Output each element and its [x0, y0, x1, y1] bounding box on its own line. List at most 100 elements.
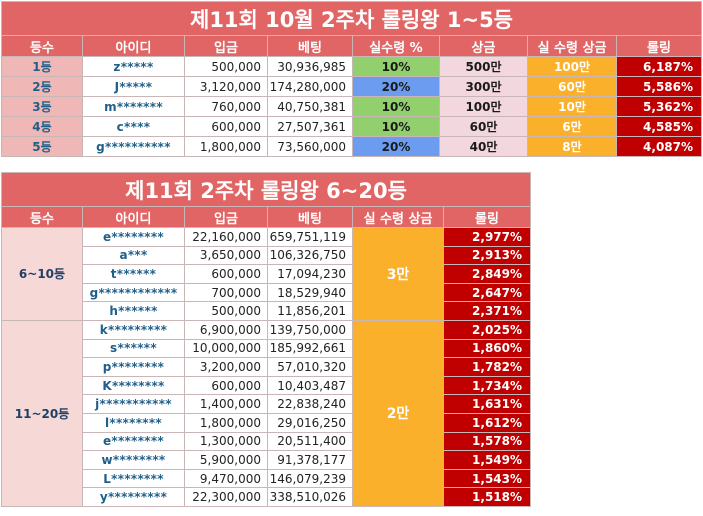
bet-cell: 27,507,361	[267, 116, 353, 137]
table2-header-cell: 롤링	[442, 206, 532, 228]
rolling-cell: 2,849%	[442, 264, 532, 284]
table2-row: l******** 1,800,000 29,016,250 1,612%	[2, 412, 532, 433]
user-id-cell: z*****	[82, 56, 185, 77]
payout-percent-cell: 10%	[352, 116, 440, 137]
bet-cell: 30,936,985	[267, 56, 353, 77]
table2-header-cell: 등수	[1, 206, 83, 228]
deposit-cell: 3,200,000	[184, 357, 268, 377]
table2-row: t****** 600,000 17,094,230 2,849%	[2, 264, 532, 284]
bet-cell: 29,016,250	[267, 412, 353, 433]
user-id-cell: h******	[82, 301, 185, 321]
user-id-cell: c****	[82, 116, 185, 137]
real-prize-cell: 6만	[527, 116, 617, 137]
rolling-cell: 2,647%	[442, 282, 532, 303]
rank-group-cell: 11~20등	[1, 319, 83, 507]
rolling-cell: 2,025%	[442, 319, 532, 340]
real-prize-cell: 10만	[527, 96, 617, 117]
deposit-cell: 6,900,000	[184, 319, 268, 340]
rank-group-cell: 6~10등	[1, 227, 83, 321]
deposit-cell: 3,650,000	[184, 245, 268, 266]
deposit-cell: 500,000	[184, 301, 268, 321]
rolling-cell: 2,371%	[442, 301, 532, 321]
rolling-cell: 1,631%	[442, 394, 532, 414]
table2-row: j*********** 1,400,000 22,838,240 1,631%	[2, 394, 532, 414]
rolling-cell: 2,977%	[442, 227, 532, 247]
user-id-cell: e********	[82, 227, 185, 247]
user-id-cell: K********	[82, 375, 185, 396]
rank-cell: 5등	[1, 136, 83, 157]
rank-cell: 4등	[1, 116, 83, 137]
rolling-cell: 1,860%	[442, 338, 532, 359]
table2-header-cell: 입금	[184, 206, 268, 228]
rolling-king-top5-table: 제11회 10월 2주차 롤링왕 1~5등 등수 아이디 입금 베팅 실수령 % 상금 실 …	[0, 1, 703, 157]
deposit-cell: 10,000,000	[184, 338, 268, 359]
table1-header-cell: 아이디	[82, 35, 185, 57]
bet-cell: 185,992,661	[267, 338, 353, 359]
deposit-cell: 500,000	[184, 56, 268, 77]
prize-cell: 60만	[439, 116, 528, 137]
rolling-cell: 4,087%	[615, 136, 703, 157]
rolling-cell: 1,518%	[442, 487, 532, 507]
bet-cell: 106,326,750	[267, 245, 353, 266]
rolling-cell: 6,187%	[615, 56, 703, 77]
rolling-cell: 1,782%	[442, 357, 532, 377]
deposit-cell: 22,160,000	[184, 227, 268, 247]
rolling-cell: 1,612%	[442, 412, 532, 433]
rank-cell: 2등	[1, 76, 83, 97]
deposit-cell: 700,000	[184, 282, 268, 303]
deposit-cell: 9,470,000	[184, 468, 268, 489]
user-id-cell: s******	[82, 338, 185, 359]
bet-cell: 73,560,000	[267, 136, 353, 157]
rolling-cell: 5,586%	[615, 76, 703, 97]
payout-percent-cell: 20%	[352, 136, 440, 157]
bet-cell: 11,856,201	[267, 301, 353, 321]
table1-row: 3등 m******* 760,000 40,750,381 10% 100만 10만 5,3…	[1, 96, 703, 117]
rolling-cell: 1,578%	[442, 431, 532, 452]
user-id-cell: y*********	[82, 487, 185, 507]
user-id-cell: k*********	[82, 319, 185, 340]
table2-row: s****** 10,000,000 185,992,661 1,860%	[2, 338, 532, 359]
payout-percent-cell: 10%	[352, 96, 440, 117]
user-id-cell: p********	[82, 357, 185, 377]
deposit-cell: 22,300,000	[184, 487, 268, 507]
bet-cell: 91,378,177	[267, 450, 353, 470]
group-prize-cell: 2만	[352, 319, 444, 507]
table2-header-cell: 실 수령 상금	[352, 206, 444, 228]
user-id-cell: J*****	[82, 76, 185, 97]
table2-row: K******** 600,000 10,403,487 1,734%	[2, 375, 532, 396]
deposit-cell: 1,400,000	[184, 394, 268, 414]
deposit-cell: 1,800,000	[184, 136, 268, 157]
deposit-cell: 600,000	[184, 264, 268, 284]
table1-header-cell: 등수	[1, 35, 83, 57]
user-id-cell: m*******	[82, 96, 185, 117]
rolling-cell: 4,585%	[615, 116, 703, 137]
table1-row: 5등 g********** 1,800,000 73,560,000 20% 40만 8만…	[1, 136, 703, 157]
deposit-cell: 760,000	[184, 96, 268, 117]
table1-header-cell: 베팅	[267, 35, 353, 57]
user-id-cell: g************	[82, 282, 185, 303]
prize-cell: 100만	[439, 96, 528, 117]
deposit-cell: 600,000	[184, 116, 268, 137]
bet-cell: 174,280,000	[267, 76, 353, 97]
table2-row: y********* 22,300,000 338,510,026 1,518%	[2, 487, 532, 507]
user-id-cell: g**********	[82, 136, 185, 157]
deposit-cell: 1,800,000	[184, 412, 268, 433]
bet-cell: 338,510,026	[267, 487, 353, 507]
user-id-cell: e********	[82, 431, 185, 452]
bet-cell: 18,529,940	[267, 282, 353, 303]
table1-header-cell: 상금	[439, 35, 528, 57]
user-id-cell: a***	[82, 245, 185, 266]
deposit-cell: 600,000	[184, 375, 268, 396]
rolling-cell: 1,549%	[442, 450, 532, 470]
rolling-cell: 1,543%	[442, 468, 532, 489]
user-id-cell: j***********	[82, 394, 185, 414]
user-id-cell: L********	[82, 468, 185, 489]
real-prize-cell: 8만	[527, 136, 617, 157]
rolling-cell: 5,362%	[615, 96, 703, 117]
payout-percent-cell: 20%	[352, 76, 440, 97]
bet-cell: 57,010,320	[267, 357, 353, 377]
bet-cell: 20,511,400	[267, 431, 353, 452]
table2-row: 11~20등 k********* 6,900,000 139,750,000 2만 2,…	[1, 319, 532, 507]
prize-cell: 40만	[439, 136, 528, 157]
prize-cell: 300만	[439, 76, 528, 97]
